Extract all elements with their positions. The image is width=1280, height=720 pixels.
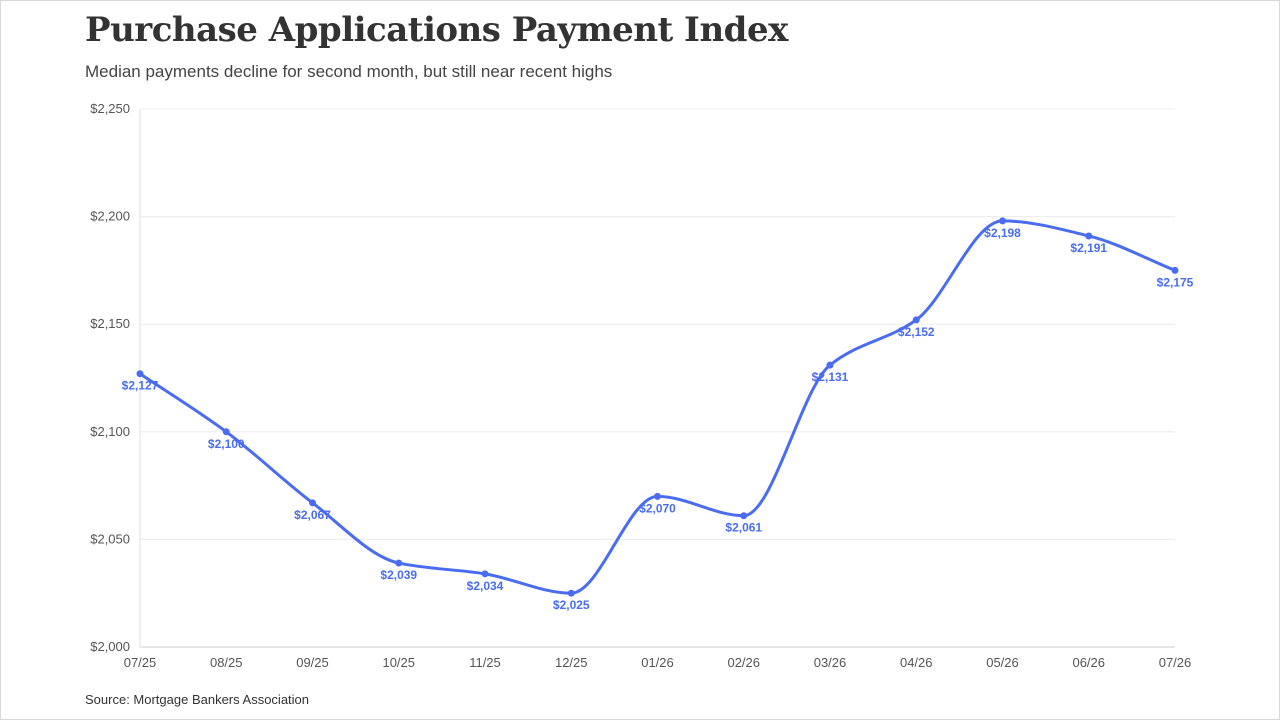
data-label: $2,061 bbox=[725, 521, 762, 535]
data-point bbox=[309, 499, 316, 507]
data-label: $2,131 bbox=[812, 370, 849, 384]
data-point bbox=[740, 512, 748, 520]
data-label: $2,039 bbox=[380, 568, 417, 582]
y-tick-label: $2,000 bbox=[90, 639, 130, 654]
gridlines bbox=[140, 108, 1175, 648]
x-tick-label: 03/26 bbox=[814, 655, 847, 670]
data-point bbox=[654, 492, 661, 500]
data-point bbox=[567, 589, 575, 597]
x-tick-label: 07/25 bbox=[124, 655, 157, 670]
x-tick-label: 02/26 bbox=[727, 655, 760, 670]
source-note: Source: Mortgage Bankers Association bbox=[85, 692, 310, 707]
y-tick-label: $2,200 bbox=[90, 209, 130, 224]
y-tick-label: $2,100 bbox=[90, 424, 130, 439]
series-layer bbox=[138, 219, 1177, 595]
x-axis: 07/25 08/25 09/25 10/25 11/25 12/25 01/26 02/26… bbox=[124, 655, 1192, 670]
y-tick-label: $2,250 bbox=[90, 101, 130, 116]
x-tick-label: 04/26 bbox=[900, 655, 933, 670]
data-label: $2,025 bbox=[553, 598, 590, 612]
x-tick-label: 06/26 bbox=[1072, 655, 1105, 670]
data-point bbox=[1171, 266, 1179, 274]
data-label: $2,100 bbox=[208, 437, 245, 451]
points-layer bbox=[136, 217, 1179, 597]
data-labels-layer: $2,127 $2,100 $2,067 $2,039 $2,034 $2,025 $2,0… bbox=[122, 226, 1194, 612]
data-label: $2,191 bbox=[1070, 241, 1107, 255]
data-point bbox=[395, 559, 403, 567]
data-label: $2,152 bbox=[898, 325, 935, 339]
chart-subtitle: Median payments decline for second month… bbox=[85, 62, 613, 81]
x-tick-label: 07/26 bbox=[1159, 655, 1192, 670]
x-tick-label: 11/25 bbox=[469, 655, 501, 670]
data-point bbox=[912, 316, 920, 324]
x-tick-label: 09/25 bbox=[296, 655, 329, 670]
data-point bbox=[481, 570, 489, 578]
data-point bbox=[136, 370, 144, 378]
y-axis: $2,000 $2,050 $2,100 $2,150 $2,200 $2,250 bbox=[90, 101, 141, 654]
series-line bbox=[138, 219, 1177, 595]
x-tick-label: 05/26 bbox=[986, 655, 1019, 670]
data-point bbox=[826, 361, 834, 369]
x-tick-label: 10/25 bbox=[382, 655, 415, 670]
data-point bbox=[1085, 232, 1093, 240]
data-point bbox=[222, 428, 230, 436]
data-label: $2,175 bbox=[1157, 275, 1194, 289]
data-label: $2,067 bbox=[294, 508, 331, 522]
data-label: $2,034 bbox=[467, 579, 504, 593]
y-tick-label: $2,050 bbox=[90, 531, 130, 546]
data-label: $2,127 bbox=[122, 379, 159, 393]
data-label: $2,070 bbox=[639, 501, 676, 515]
x-tick-label: 01/26 bbox=[641, 655, 674, 670]
data-label: $2,198 bbox=[984, 226, 1021, 240]
y-tick-label: $2,150 bbox=[90, 316, 130, 331]
x-tick-label: 08/25 bbox=[210, 655, 243, 670]
x-tick-label: 12/25 bbox=[555, 655, 588, 670]
chart-title: Purchase Applications Payment Index bbox=[85, 10, 788, 50]
data-point bbox=[999, 217, 1006, 225]
